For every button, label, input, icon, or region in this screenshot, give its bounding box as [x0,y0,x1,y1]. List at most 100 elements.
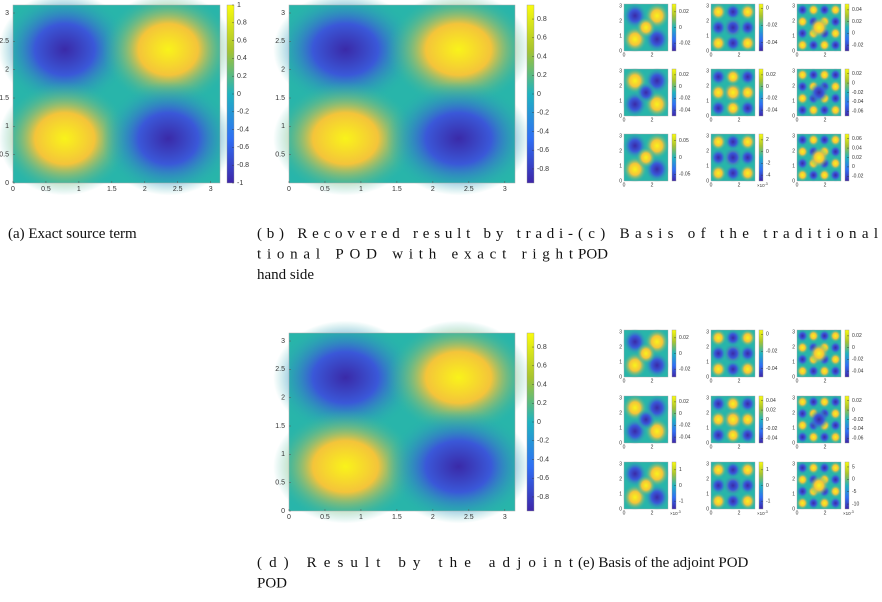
basis-blob [807,103,820,117]
colorbar-tick-label: -2 [766,161,771,167]
basis-blob [829,168,842,182]
basis-blob [710,344,727,363]
axes-frame [623,461,669,510]
x-tick-label: 0.5 [41,186,51,193]
colorbar-tick-label: -1 [679,498,684,504]
basis-blob [829,395,842,409]
y-tick-label: 2 [619,18,622,24]
colorbar-tick-label: 0.2 [537,72,547,79]
y-tick-label: 0 [706,506,709,512]
colorbar-tick-label: 0.02 [852,155,862,161]
y-tick-label: 1 [792,359,795,365]
basis-blob [818,133,831,147]
colorbar-tick-label: 0.02 [852,333,862,339]
basis-blob [724,133,742,151]
y-tick-label: 3 [792,3,795,9]
y-tick-label: 1.5 [275,95,285,102]
x-tick-label: 0 [796,444,799,450]
y-tick-label: 1 [792,425,795,431]
basis-blob [829,329,842,343]
y-tick-label: 0.5 [0,152,9,159]
basis-blob [739,426,756,444]
colorbar-tick-label: 2 [766,137,769,143]
axes-frame [796,395,842,444]
colorbar-tick-label: 0.02 [679,399,689,405]
y-tick-label: 0 [792,113,795,119]
basis-blob [829,3,842,17]
caption-line: tional POD with exact right [257,247,574,263]
colorbar-tick-label: 0 [679,483,682,489]
basis-blob [710,99,727,117]
colorbar-tick-label: 0.4 [537,381,547,388]
y-tick-label: 1 [792,491,795,497]
caption-line: (c) Basis of the traditional [578,226,878,242]
basis-blob [829,341,842,355]
y-tick-label: 2 [619,410,622,416]
x-tick-label: 3 [209,186,213,193]
basis-blob [829,407,842,421]
colorbar-tick-label: -10 [852,501,859,507]
basis-blob [829,156,842,170]
colorbar-tick-label: 0.02 [852,398,862,404]
y-tick-label: 2.5 [275,366,285,373]
basis-blob [829,133,842,147]
y-tick-label: 2 [619,83,622,89]
y-tick-label: 1 [619,98,622,104]
basis-blob [796,145,809,159]
basis-blob [829,38,842,52]
colorbar-tick-label: 0.02 [852,71,862,77]
basis-blob [807,168,820,182]
basis-blob [739,461,756,479]
basis-blob [796,352,809,366]
colorbar-tick-label: -0.04 [852,99,864,105]
basis-blob [796,329,809,343]
x-tick-label: 2 [738,52,741,58]
basis-blob [818,461,831,475]
basis-blob [739,133,756,151]
basis-blob [807,38,820,52]
axes-frame [12,4,221,184]
x-tick-label: 2 [651,182,654,188]
x-tick-label: 0 [796,510,799,516]
y-tick-label: 0 [281,508,285,515]
colorbar [844,329,850,378]
x-tick-label: 2 [738,378,741,384]
basis-blob [710,426,727,444]
colorbar-tick-label: 0.02 [679,335,689,341]
colorbar-tick-label: -5 [852,489,857,495]
heatmap-blob [273,0,418,107]
basis-blob [796,341,809,355]
basis-blob [739,3,756,21]
basis-blob [710,83,727,102]
x-tick-label: 2 [651,510,654,516]
x-tick-label: 0 [710,510,713,516]
x-tick-label: 0 [623,378,626,384]
y-tick-label: 2.5 [0,38,9,45]
basis-blob [796,395,809,409]
colorbar-tick-label: -0.04 [852,368,864,374]
basis-blob [807,3,820,17]
basis-blob [796,364,809,378]
x-tick-label: 0 [623,117,626,123]
colorbar-tick-label: -0.02 [852,42,864,48]
colorbar-tick-label: 0 [766,483,769,489]
y-tick-label: 0 [619,440,622,446]
basis-blob [710,410,727,429]
colorbar-tick-label: 0.05 [679,138,689,144]
colorbar-tick-label: 0.02 [766,72,776,78]
basis-blob [807,68,820,82]
y-tick-label: 0 [792,506,795,512]
x-tick-label: 1 [77,186,81,193]
colorbar-tick-label: -0.4 [537,456,549,463]
basis-blob [818,496,831,510]
x-tick-label: 2 [143,186,147,193]
basis-blob [796,168,809,182]
multiplier-base: ×10 [757,183,765,188]
x-tick-label: 0 [623,52,626,58]
axes-frame [623,3,669,52]
x-tick-label: 2 [431,514,435,521]
colorbar-tick-label: 0.02 [679,9,689,15]
colorbar-tick-label: 0 [766,84,769,90]
colorbar-tick-label: 0.6 [537,363,547,370]
basis-blob [829,91,842,105]
